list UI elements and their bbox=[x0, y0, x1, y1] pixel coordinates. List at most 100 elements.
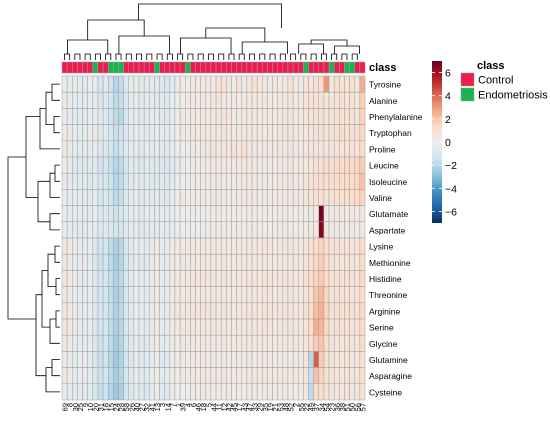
heatmap-cell bbox=[272, 270, 278, 287]
heatmap-cell bbox=[164, 351, 171, 368]
heatmap-cell bbox=[313, 108, 320, 125]
heatmap-cell bbox=[190, 91, 196, 109]
heatmap-cell bbox=[349, 172, 355, 190]
heatmap-cell bbox=[118, 270, 124, 287]
heatmap-cell bbox=[66, 108, 73, 125]
heatmap-cell bbox=[318, 189, 325, 206]
heatmap-cell bbox=[195, 318, 201, 336]
heatmap-cell bbox=[118, 318, 124, 336]
heatmap-cell bbox=[292, 383, 299, 401]
heatmap-cell bbox=[97, 205, 104, 223]
heatmap-cell bbox=[133, 189, 140, 206]
heatmap-cell bbox=[107, 189, 114, 206]
heatmap-cell bbox=[292, 302, 299, 320]
column-label: 33 bbox=[251, 403, 260, 411]
column-label: 50 bbox=[348, 403, 357, 411]
column-label: 26 bbox=[127, 403, 136, 411]
column-label: 45 bbox=[230, 403, 239, 411]
heatmap-cell bbox=[61, 253, 68, 271]
heatmap-cell bbox=[97, 270, 104, 287]
heatmap-cell bbox=[236, 302, 242, 320]
dendrogram-branch bbox=[118, 35, 170, 54]
heatmap-cell bbox=[159, 286, 165, 304]
heatmap-cell bbox=[344, 351, 350, 368]
column-label: 12 bbox=[220, 403, 229, 411]
heatmap-cell bbox=[123, 205, 130, 223]
heatmap-cell bbox=[200, 286, 207, 304]
heatmap-cell bbox=[118, 108, 124, 125]
dendrogram-branch bbox=[49, 172, 60, 198]
heatmap-cell bbox=[241, 334, 248, 352]
heatmap-cell bbox=[267, 156, 273, 174]
heatmap-cell bbox=[128, 108, 135, 125]
column-label: 27 bbox=[138, 403, 147, 411]
heatmap-cell bbox=[220, 205, 227, 223]
heatmap-cell bbox=[82, 172, 88, 190]
heatmap-cell bbox=[92, 286, 99, 304]
heatmap-cell bbox=[72, 75, 78, 93]
color-scale-tick-label: −6 bbox=[445, 206, 457, 218]
color-scale-bar bbox=[432, 61, 442, 223]
heatmap-cell bbox=[61, 286, 68, 304]
heatmap-cell bbox=[282, 205, 289, 223]
class-annotation-cell bbox=[354, 61, 361, 74]
row-label: Valine bbox=[369, 193, 392, 203]
dendrogram-branch bbox=[249, 53, 255, 60]
heatmap-cell bbox=[262, 253, 268, 271]
color-scale-legend: 6 4 2 0 −2 −4 −6 bbox=[432, 61, 457, 223]
heatmap-cell bbox=[82, 91, 88, 109]
heatmap-cell bbox=[297, 286, 304, 304]
heatmap-cell bbox=[164, 91, 171, 109]
heatmap-cell bbox=[77, 367, 83, 385]
heatmap-cell bbox=[231, 156, 237, 174]
heatmap-cell bbox=[251, 75, 258, 93]
heatmap-cell bbox=[282, 221, 289, 239]
dendrogram-branch bbox=[146, 53, 153, 60]
heatmap-cell bbox=[190, 334, 196, 352]
heatmap-cell bbox=[262, 140, 268, 158]
heatmap-cell bbox=[339, 302, 345, 320]
heatmap-cell bbox=[215, 221, 222, 239]
class-annotation-cell bbox=[149, 61, 155, 74]
heatmap-cell bbox=[118, 124, 124, 142]
heatmap-cell bbox=[272, 383, 278, 401]
class-annotation-cell bbox=[190, 61, 196, 74]
heatmap-cell bbox=[349, 156, 355, 174]
heatmap-cell bbox=[277, 367, 284, 385]
heatmap-cell bbox=[210, 334, 217, 352]
heatmap-cell bbox=[149, 205, 155, 223]
heatmap-cell bbox=[200, 91, 207, 109]
dendrogram-branch bbox=[351, 53, 358, 60]
heatmap-cell bbox=[210, 205, 217, 223]
heatmap-cell bbox=[195, 286, 201, 304]
heatmap-cell bbox=[231, 237, 237, 255]
class-annotation-cell bbox=[123, 61, 130, 74]
heatmap-cell bbox=[236, 91, 242, 109]
heatmap-cell bbox=[185, 140, 191, 158]
dendrogram-branch bbox=[334, 45, 360, 54]
heatmap-cell bbox=[87, 351, 94, 368]
heatmap-cell bbox=[123, 334, 130, 352]
heatmap-cell bbox=[333, 108, 340, 125]
heatmap-cell bbox=[174, 108, 181, 125]
dendrogram-branch bbox=[7, 156, 36, 320]
heatmap-cell bbox=[107, 237, 114, 255]
class-annotation-cell bbox=[66, 61, 73, 74]
dendrogram-branch bbox=[156, 53, 163, 60]
heatmap-cell bbox=[318, 108, 325, 125]
heatmap-cell bbox=[102, 367, 109, 385]
heatmap-cell bbox=[210, 253, 217, 271]
heatmap-cell bbox=[102, 124, 109, 142]
heatmap-cell bbox=[138, 124, 145, 142]
heatmap-cell bbox=[323, 383, 330, 401]
heatmap-cell bbox=[190, 156, 196, 174]
column-label: 31 bbox=[97, 403, 106, 411]
heatmap-cell bbox=[236, 108, 242, 125]
column-label: 52 bbox=[287, 403, 296, 411]
heatmap-cell bbox=[246, 351, 253, 368]
heatmap-cell bbox=[215, 140, 222, 158]
heatmap-cell bbox=[256, 205, 263, 223]
heatmap-cell bbox=[308, 205, 314, 223]
column-label: 16 bbox=[102, 403, 111, 411]
heatmap-cell bbox=[251, 172, 258, 190]
